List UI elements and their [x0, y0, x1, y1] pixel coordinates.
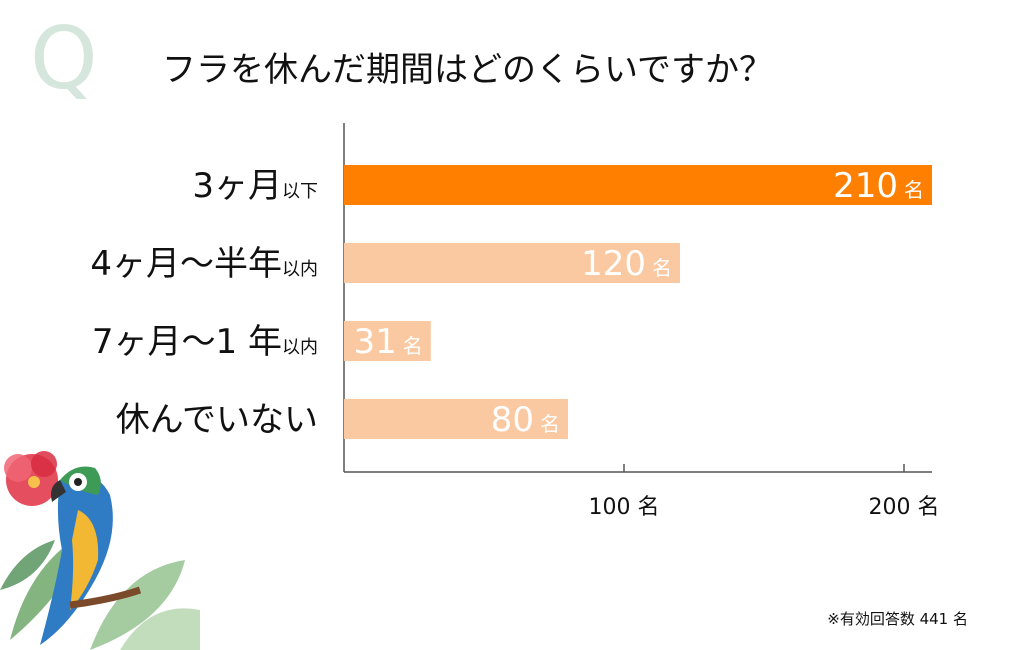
data-label: 80 名: [491, 400, 560, 440]
data-label: 31 名: [354, 322, 423, 362]
bar: [344, 165, 932, 205]
data-label-unit: 名: [652, 256, 672, 280]
category-label: 休んでいない: [116, 400, 318, 440]
category-label-main: 休んでいない: [116, 400, 318, 440]
parrot-and-hibiscus-illustration: [0, 451, 200, 650]
x-tick-label: 100 名: [589, 495, 660, 520]
x-tick-label: 200 名: [869, 495, 940, 520]
category-label-sub: 以内: [282, 337, 318, 358]
category-label: 3ヶ月以下: [192, 166, 318, 206]
category-label: 7ヶ月〜1 年以内: [92, 322, 318, 362]
page-title: フラを休んだ期間はどのくらいですか？: [162, 50, 773, 90]
category-label-sub: 以下: [282, 181, 318, 202]
category-label-main: 4ヶ月〜半年: [90, 244, 282, 284]
data-label-unit: 名: [540, 412, 560, 436]
category-label-main: 3ヶ月: [192, 166, 282, 206]
data-label-unit: 名: [904, 178, 924, 202]
bar: [344, 243, 680, 283]
data-label: 120 名: [581, 244, 672, 284]
data-label-value: 80: [491, 400, 534, 440]
bar: [344, 399, 568, 439]
footnote-total-respondents: ※有効回答数 441 名: [827, 610, 968, 628]
data-label-value: 120: [581, 244, 646, 284]
category-label-sub: 以内: [282, 259, 318, 280]
data-label-value: 31: [354, 322, 397, 362]
category-label: 4ヶ月〜半年以内: [90, 244, 318, 284]
data-label-unit: 名: [403, 334, 423, 358]
data-label-value: 210: [833, 166, 898, 206]
q-letter: Q: [30, 9, 98, 109]
data-label: 210 名: [833, 166, 924, 206]
category-label-main: 7ヶ月〜1 年: [92, 322, 282, 362]
bar: [344, 321, 431, 361]
